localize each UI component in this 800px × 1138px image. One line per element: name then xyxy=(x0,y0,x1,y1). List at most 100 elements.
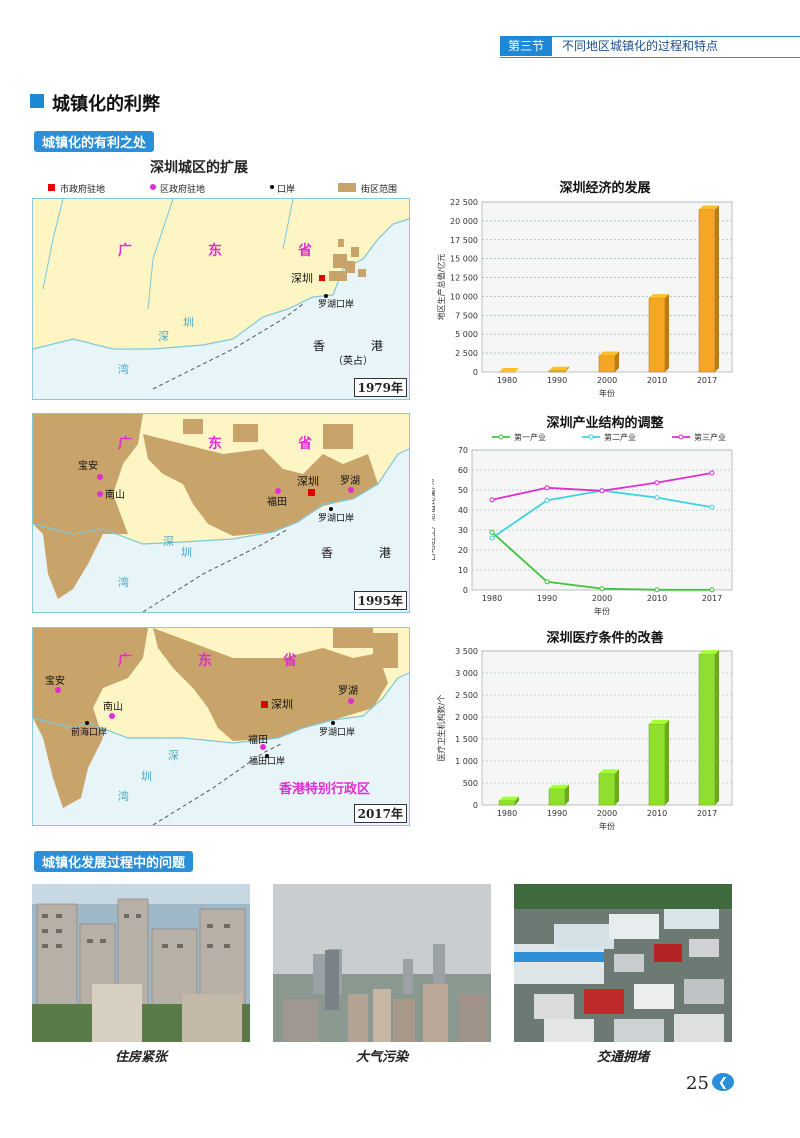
medical-ylabel: 医疗卫生机构数/个 xyxy=(436,695,446,762)
industry-xtick: 2017 xyxy=(702,594,722,603)
medical-bar xyxy=(548,788,566,806)
industry-legend-marker xyxy=(588,434,594,440)
map3-label-hksar: 香港特别行政区 xyxy=(278,781,370,797)
gdp-ytick: 15 000 xyxy=(450,255,478,264)
map3-label-zhen: 圳 xyxy=(141,770,152,783)
traffic-caption: 交通拥堵 xyxy=(596,1050,649,1065)
industry-legend-marker xyxy=(498,434,504,440)
page-number: 25 xyxy=(686,1073,709,1094)
gdp-bar-side xyxy=(715,205,719,372)
map3-label-baoan: 宝安 xyxy=(45,674,65,687)
industry-point xyxy=(709,587,715,593)
medical-ytick: 3 500 xyxy=(455,647,478,656)
gdp-ytick: 2 500 xyxy=(455,349,478,358)
map1-label-zhen: 圳 xyxy=(183,316,194,329)
chapter-tab: 第三节 xyxy=(500,36,552,56)
traffic-photo xyxy=(514,884,732,1042)
urban-area-icon xyxy=(338,183,356,192)
industry-ytick: 30 xyxy=(458,526,468,535)
medical-bar xyxy=(698,653,716,806)
map3-label-qianhai-port: 前海口岸 xyxy=(71,726,107,738)
pollution-photo xyxy=(273,884,491,1042)
map2-label-gang: 港 xyxy=(379,546,391,560)
problems-label: 城镇化发展过程中的问题 xyxy=(34,851,194,872)
medical-ytick: 0 xyxy=(473,801,478,810)
map-1995: 广 东 省 宝安 南山 福田 深圳 罗湖 罗湖口岸 深 圳 湾 香 港 1995… xyxy=(32,413,410,613)
gdp-xlabel: 年份 xyxy=(599,388,615,398)
gdp-bar xyxy=(548,370,566,373)
chapter-title: 不同地区城镇化的过程和特点 xyxy=(562,39,719,53)
gdp-ytick: 20 000 xyxy=(450,217,478,226)
map3-label-luohu-port: 罗湖口岸 xyxy=(319,727,355,738)
industry-legend-marker xyxy=(678,434,684,440)
industry-ytick: 70 xyxy=(458,446,468,455)
arrow-left-icon[interactable]: ❮ xyxy=(712,1073,734,1091)
map2-label-futian: 福田 xyxy=(267,495,287,508)
industry-ylabel: 占地区生产总值比重/% xyxy=(432,478,436,561)
industry-point xyxy=(709,504,715,510)
map2-label-shenzhen: 深圳 xyxy=(297,475,319,488)
map2-label-baoan: 宝安 xyxy=(78,459,98,472)
map2-label-luohu: 罗湖 xyxy=(340,475,360,487)
industry-point xyxy=(654,587,660,593)
gdp-ytick: 7 500 xyxy=(455,311,478,320)
medical-bar-top xyxy=(599,769,619,774)
medical-bar-side xyxy=(565,784,569,805)
industry-legend-label: 第三产业 xyxy=(694,432,726,442)
gdp-bar-side xyxy=(515,367,519,372)
map2-label-zhen: 圳 xyxy=(181,546,192,559)
medical-ytick: 2 500 xyxy=(455,691,478,700)
pollution-caption: 大气污染 xyxy=(355,1050,408,1065)
map1-label-british: （英占） xyxy=(333,354,373,367)
gdp-bar-top xyxy=(649,294,669,299)
medical-xtick: 2017 xyxy=(697,809,717,818)
maps-title: 深圳城区的扩展 xyxy=(150,160,248,176)
housing-photo xyxy=(32,884,250,1043)
gdp-ytick: 17 500 xyxy=(450,236,478,245)
map3-label-futian-port: 福田口岸 xyxy=(249,755,285,767)
industry-xtick: 1980 xyxy=(482,594,502,603)
map1-year: 1979年 xyxy=(353,378,407,397)
industry-ytick: 0 xyxy=(463,586,468,595)
industry-point xyxy=(489,535,495,541)
gdp-bar-side xyxy=(565,366,569,372)
benefits-label: 城镇化的有利之处 xyxy=(34,131,155,152)
medical-xtick: 2010 xyxy=(647,809,667,818)
map1-label-gang: 港 xyxy=(371,339,383,353)
map2-label-xiang: 香 xyxy=(321,546,333,560)
gdp-bar-side xyxy=(665,294,669,372)
gdp-bar-top xyxy=(549,366,569,371)
chart1-title: 深圳经济的发展 xyxy=(559,181,651,196)
medical-xtick: 1980 xyxy=(497,809,517,818)
industry-point xyxy=(489,497,495,503)
housing-caption: 住房紧张 xyxy=(114,1050,167,1065)
industry-point xyxy=(599,488,605,494)
map1-label-guang: 广 xyxy=(118,242,132,259)
gdp-xtick: 2000 xyxy=(597,376,617,385)
medical-ytick: 1 500 xyxy=(455,735,478,744)
industry-point xyxy=(654,495,660,501)
industry-point xyxy=(489,529,495,535)
map1-label-dong: 东 xyxy=(208,242,222,259)
gdp-xtick: 2010 xyxy=(647,376,667,385)
medical-bar-top xyxy=(649,720,669,725)
medical-bar-side xyxy=(715,650,719,805)
map2-year: 1995年 xyxy=(353,591,407,610)
map3-label-dong: 东 xyxy=(198,652,212,669)
map-1979: 广 东 省 深圳 罗湖口岸 深 圳 湾 香 港 （英占） 1979年 xyxy=(32,198,410,400)
city-government-icon xyxy=(48,184,55,191)
section-heading: 城镇化的利弊 xyxy=(52,94,160,115)
legend-port: 口岸 xyxy=(277,185,296,195)
industry-ytick: 20 xyxy=(458,546,468,555)
map3-label-wan: 湾 xyxy=(118,789,129,803)
map2-label-wan: 湾 xyxy=(118,575,129,589)
map1-label-xiang: 香 xyxy=(313,339,325,353)
industry-point xyxy=(599,586,605,592)
medical-xtick: 2000 xyxy=(597,809,617,818)
gdp-ytick: 12 500 xyxy=(450,274,478,283)
map2-label-sheng: 省 xyxy=(297,435,312,452)
map1-label-sheng: 省 xyxy=(297,242,312,259)
medical-xlabel: 年份 xyxy=(599,821,615,831)
industry-legend-label: 第一产业 xyxy=(514,432,546,442)
map-legend: 市政府驻地 区政府驻地 口岸 街区范围 xyxy=(48,183,408,195)
